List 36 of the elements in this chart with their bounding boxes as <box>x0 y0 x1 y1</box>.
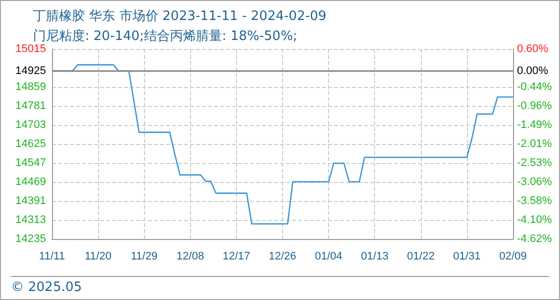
y2-tick-label: -0.96% <box>517 100 552 112</box>
y-tick-label: 14469 <box>15 176 46 188</box>
text: © 2025.05 <box>11 280 82 295</box>
y-tick-label: 14235 <box>15 233 46 245</box>
x-tick-label: 12/26 <box>268 250 296 262</box>
y-tick-label: 14703 <box>15 119 46 131</box>
y-tick-label: 14625 <box>15 138 46 150</box>
x-tick-label: 11/20 <box>84 250 112 262</box>
x-tick-label: 12/08 <box>176 250 204 262</box>
y-tick-label: 14859 <box>15 81 46 93</box>
y2-tick-label: -4.10% <box>517 214 552 226</box>
x-tick-label: 01/13 <box>360 250 388 262</box>
chart-title: 丁腈橡胶 华东 市场价 2023-11-11 - 2024-02-09 <box>33 8 326 25</box>
x-tick-label: 01/22 <box>407 250 435 262</box>
y-tick-label: 14313 <box>15 214 46 226</box>
x-tick-label: 11/29 <box>130 250 158 262</box>
y2-tick-label: -2.53% <box>517 156 552 169</box>
y-tick-label: 14781 <box>15 100 46 112</box>
y2-tick-label: -2.01% <box>517 138 552 150</box>
x-tick-label: 12/17 <box>222 250 250 262</box>
chart-subtitle: 门尼粘度: 20-140;结合丙烯腈量: 18%-50%; <box>33 28 298 44</box>
x-tick-label: 01/31 <box>453 250 481 262</box>
y-tick-label: 15015 <box>15 43 46 55</box>
y2-tick-label: -0.44% <box>517 80 552 93</box>
y2-tick-label: -4.62% <box>517 233 552 245</box>
y2-tick-label: -1.49% <box>517 119 552 132</box>
x-tick-label: 01/04 <box>314 250 342 262</box>
y2-tick-label: -3.06% <box>517 176 552 188</box>
y-tick-label: 14925 <box>15 64 46 77</box>
y2-tick-label: -3.58% <box>517 195 552 208</box>
y2-tick-label: 0.60% <box>517 43 548 55</box>
y-tick-label: 14547 <box>15 157 46 169</box>
x-tick-label: 11/11 <box>39 250 65 262</box>
x-tick-label: 02/09 <box>499 250 527 262</box>
y2-tick-label: 0.00% <box>517 64 548 77</box>
y-tick-label: 14391 <box>15 195 46 207</box>
